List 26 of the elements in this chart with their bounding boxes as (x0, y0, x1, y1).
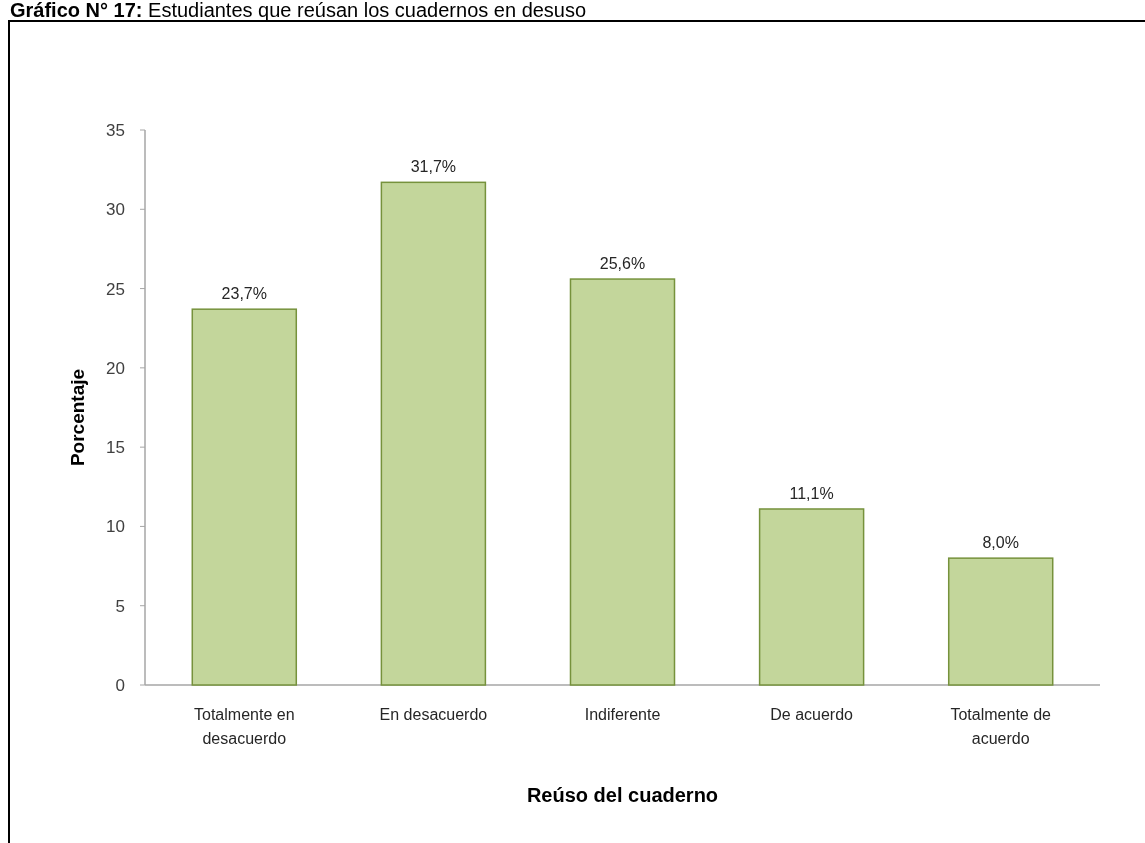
data-label: 8,0% (982, 534, 1019, 552)
x-axis-title: Reúso del cuaderno (526, 784, 719, 806)
data-label: 23,7% (221, 285, 267, 303)
bar (191, 308, 298, 686)
y-tick-label: 30 (106, 200, 125, 220)
y-tick-label: 10 (106, 517, 125, 537)
x-tick-label: Totalmente en desacuerdo (194, 706, 295, 747)
bar (758, 508, 865, 686)
data-label: 25,6% (599, 255, 646, 273)
x-tick-label: Indiferente (584, 706, 661, 723)
y-tick-label: 15 (106, 438, 125, 458)
x-tick-label: En desacuerdo (379, 706, 488, 723)
y-axis-title: Porcentaje (67, 368, 88, 467)
chart-title: Gráfico N° 17: Estudiantes que reúsan los cuadernos en desuso (10, 0, 587, 21)
y-tick-label: 25 (106, 279, 125, 299)
bar (569, 278, 676, 686)
data-label: 31,7% (410, 158, 457, 176)
x-tick-label: De acuerdo (770, 706, 854, 723)
bar (947, 557, 1054, 686)
x-tick-label: Totalmente de acuerdo (950, 706, 1052, 747)
y-tick-label: 35 (106, 120, 125, 140)
y-tick-label: 0 (115, 675, 125, 695)
bar (380, 181, 487, 686)
y-tick-label: 20 (106, 358, 125, 378)
data-label: 11,1% (789, 484, 834, 502)
y-tick-label: 5 (115, 596, 125, 616)
